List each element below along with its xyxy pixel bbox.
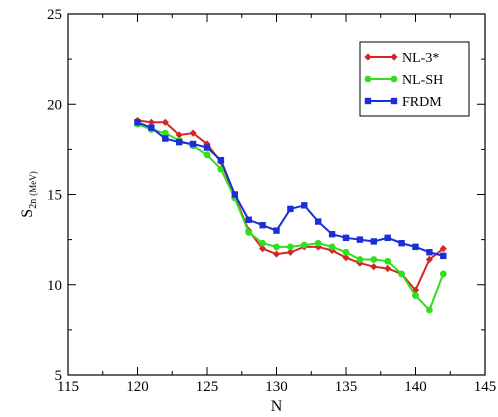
data-point-frdm [217,157,225,164]
data-point-nl-sh [259,239,266,247]
data-point-nl-3 [356,259,364,267]
series-frdm [134,119,447,260]
data-point-nl-sh [342,248,350,256]
data-point-nl-3 [328,246,336,255]
data-point-nl-3 [161,118,169,126]
x-tick-label: 145 [474,379,497,395]
data-point-frdm [301,202,308,209]
legend-item-frdm: FRDM [364,95,442,110]
data-point-nl-sh [314,239,322,247]
data-point-nl-sh [439,270,447,278]
x-tick-label: 115 [57,379,79,395]
legend-item-nl-3: NL-3* [364,51,439,66]
data-point-nl-3 [342,254,350,262]
data-point-frdm [370,238,377,245]
x-axis-label: N [271,398,283,415]
legend-label: NL-3* [402,51,439,66]
y-tick-label: 5 [55,368,63,384]
series-layer [133,116,447,314]
data-point-frdm [356,236,364,243]
y-axis-label-subscript: 2n [28,199,39,209]
data-point-nl-sh [426,306,433,314]
data-point-nl-sh [398,270,405,278]
data-point-frdm [440,252,447,260]
series-line-nl-sh [137,123,445,312]
data-point-nl-3 [439,245,447,253]
data-point-nl-sh [161,129,169,137]
series-nl-sh [134,120,447,314]
legend-label: FRDM [402,95,442,110]
legend-marker [364,75,372,83]
data-point-frdm [412,243,419,251]
data-point-nl-sh [273,243,280,251]
data-point-nl-sh [245,229,253,236]
data-point-frdm [245,216,252,223]
data-point-nl-sh [384,257,392,265]
y-tick-label: 25 [47,7,62,23]
x-tick-label: 120 [126,379,149,395]
data-point-frdm [189,140,197,148]
y-tick-label: 10 [47,278,62,294]
data-point-frdm [273,227,280,234]
legend-item-nl-sh: NL-SH [364,73,443,88]
data-point-frdm [203,144,211,151]
y-tick-label: 15 [47,188,62,204]
data-point-frdm [342,234,350,242]
data-point-nl-3 [259,245,267,253]
legend-marker [364,97,372,105]
legend-marker [390,97,398,105]
data-point-frdm [231,191,238,198]
series-line-nl-3 [137,119,444,293]
data-point-frdm [384,234,391,242]
x-tick-label: 135 [335,379,358,395]
data-point-nl-3 [384,264,392,273]
data-point-nl-sh [370,256,378,263]
data-point-nl-3 [175,131,183,139]
data-point-nl-3 [425,255,433,264]
y-axis-label-unit: (MeV) [28,171,38,196]
x-tick-label: 125 [196,379,219,395]
data-point-nl-sh [356,256,364,263]
data-point-frdm [148,124,155,131]
y-tick-label: 20 [47,97,62,113]
data-point-nl-3 [286,248,294,256]
data-point-nl-sh [287,243,294,251]
plot-area: 115 120 125 130 135 140 145 5 10 15 20 25 [47,7,496,395]
data-point-frdm [328,231,336,238]
data-point-nl-3 [189,129,197,137]
svg-text:S2n(MeV): S2n (MeV) [19,171,39,217]
data-point-nl-sh [412,292,419,299]
data-point-nl-sh [328,243,336,251]
data-point-frdm [176,138,183,146]
data-point-frdm [398,240,405,247]
data-point-frdm [287,205,294,213]
series-line-frdm [137,121,444,257]
data-point-frdm [315,218,322,225]
legend-label: NL-SH [402,73,443,88]
legend-marker [390,53,398,61]
data-point-frdm [426,249,433,256]
x-tick-label: 130 [265,379,288,395]
y-axis-label-main: S [19,209,36,218]
data-point-nl-3 [272,250,281,258]
data-point-nl-sh [203,151,211,159]
legend-marker [364,53,372,61]
legend-marker [390,75,398,83]
ticks: 115 120 125 130 135 140 145 5 10 15 20 25 [47,7,496,395]
data-point-nl-3 [370,263,378,271]
data-point-frdm [162,135,169,142]
data-point-frdm [134,119,141,126]
y-axis-label: S2n (MeV) [19,171,39,217]
data-point-frdm [259,221,266,229]
data-point-nl-sh [300,241,308,249]
legend: NL-3* NL-SH FRDM [359,41,470,117]
x-tick-label: 140 [404,379,427,395]
data-point-nl-3 [147,118,155,126]
data-point-nl-sh [217,165,225,173]
